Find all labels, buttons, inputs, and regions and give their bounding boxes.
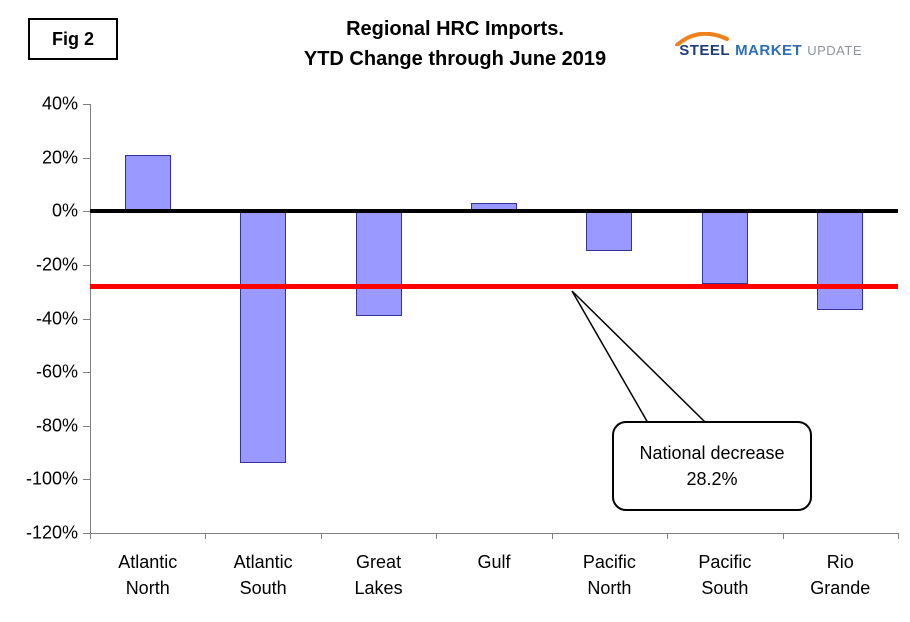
y-axis-tick-mark [83, 372, 90, 374]
x-axis-category-label-line: Lakes [354, 578, 403, 598]
x-axis-tick-mark [898, 533, 899, 539]
y-axis-tick-label: -40% [35, 308, 78, 328]
figure-number-box: Fig 2 [28, 18, 118, 60]
y-axis-tick-mark [83, 157, 90, 159]
callout-line1: National decrease [639, 443, 785, 463]
x-axis-category-label-line: South [701, 578, 749, 598]
y-axis-tick-label: 0% [51, 200, 78, 221]
logo-steel-text: STEEL [679, 42, 731, 59]
x-axis-tick-mark [90, 533, 91, 539]
x-axis-category-label-line: Grande [810, 578, 871, 598]
chart-title-line2: YTD Change through June 2019 [303, 48, 607, 70]
x-axis-category-label-line: Rio [826, 552, 854, 572]
x-axis-category-label: Rio Grande [785, 549, 895, 601]
x-axis-tick-mark [667, 533, 669, 539]
x-axis-category-label-line: Atlantic [118, 552, 178, 572]
smu-logo: STEEL MARKET UPDATE [675, 32, 862, 68]
y-axis-tick-mark [83, 425, 90, 427]
chart-title-line1: Regional HRC Imports. [346, 18, 564, 40]
x-axis-category-label-line: South [239, 578, 287, 598]
y-axis-tick-mark [83, 479, 90, 481]
x-axis-category-label-line: Atlantic [233, 552, 293, 572]
bar-rio-grande [817, 211, 864, 311]
x-axis-category-label-line: Great [356, 552, 402, 572]
x-axis-category-label: Pacific South [670, 549, 780, 601]
logo-update-text: UPDATE [807, 43, 862, 58]
y-axis-tick-label: 20% [41, 147, 78, 168]
bar-atlantic-south [240, 211, 287, 464]
x-axis-category-label-line: North [587, 578, 632, 598]
x-axis-category-label: Atlantic North [93, 549, 203, 601]
x-axis-tick-mark [436, 533, 438, 539]
figure-number-label: Fig 2 [51, 28, 94, 49]
y-axis-tick-label: -120% [25, 522, 78, 543]
y-axis-line [90, 104, 91, 533]
x-axis-tick-mark [551, 533, 553, 539]
y-axis-tick-label: -80% [35, 415, 78, 436]
bar-pacific-north [586, 211, 633, 252]
bar-pacific-south [701, 211, 748, 284]
zero-baseline [90, 209, 898, 214]
x-axis-tick-mark [205, 533, 207, 539]
logo-market-text: MARKET [735, 42, 803, 59]
y-axis-tick-mark [83, 318, 90, 320]
x-axis-category-label-line: Pacific [582, 552, 636, 572]
chart-title: Regional HRC Imports. YTD Change through… [0, 14, 910, 74]
x-axis-category-label-line: North [125, 578, 170, 598]
x-axis-category-label: Atlantic South [208, 549, 318, 601]
y-axis-tick-mark [83, 533, 90, 534]
national-decrease-line [90, 284, 898, 290]
y-axis-tick-label: -60% [35, 361, 78, 382]
y-axis-tick-label: 40% [41, 93, 78, 114]
y-axis-tick-mark [83, 211, 90, 213]
bar-atlantic-north [124, 154, 171, 212]
y-axis-tick-mark [83, 264, 90, 266]
callout-box: National decrease 28.2% [612, 421, 812, 511]
x-axis-tick-mark [782, 533, 784, 539]
y-axis-tick-mark [83, 104, 90, 105]
x-axis-line [90, 533, 898, 534]
y-axis-tick-label: -100% [25, 468, 78, 489]
callout-line2: 28.2% [686, 469, 738, 489]
x-axis-category-label-line: Gulf [477, 552, 511, 572]
x-axis-category-label: Great Lakes [324, 549, 434, 601]
logo-steel-wrap: STEEL [675, 32, 731, 60]
y-axis-tick-label: -20% [35, 254, 78, 275]
x-axis-tick-mark [320, 533, 322, 539]
x-axis-category-label-line: Pacific [698, 552, 752, 572]
logo-swoosh-icon [675, 32, 730, 46]
x-axis-category-label: Pacific North [554, 549, 664, 601]
x-axis-category-label: Gulf [439, 549, 549, 575]
bar-great-lakes [355, 211, 402, 316]
